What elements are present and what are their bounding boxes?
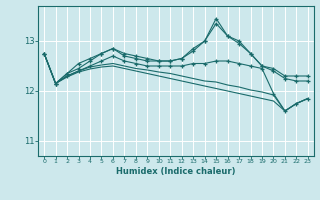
X-axis label: Humidex (Indice chaleur): Humidex (Indice chaleur) <box>116 167 236 176</box>
